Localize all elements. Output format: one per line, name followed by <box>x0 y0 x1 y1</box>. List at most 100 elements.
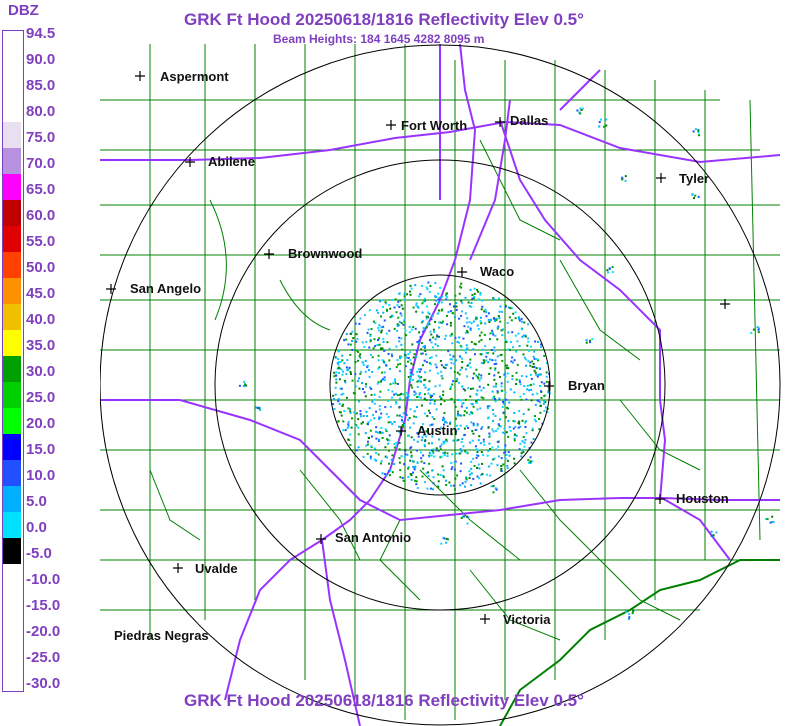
echo-cell <box>446 323 449 326</box>
echo-cell <box>442 536 445 539</box>
echo-cell <box>502 402 505 405</box>
echo-cell <box>495 487 498 490</box>
echo-cell <box>475 368 478 371</box>
echo-cell <box>439 448 442 451</box>
echo-cell <box>542 402 545 405</box>
echo-cell <box>503 427 506 430</box>
echo-cell <box>450 358 453 361</box>
echo-cell <box>482 362 485 365</box>
county-line <box>559 259 641 361</box>
echo-cell <box>428 462 431 465</box>
echo-cell <box>333 375 336 378</box>
echo-cell <box>456 439 459 442</box>
echo-cell <box>397 363 399 366</box>
echo-cell <box>492 458 495 461</box>
echo-cell <box>432 452 435 454</box>
echo-cell <box>425 472 428 475</box>
city-label: Brownwood <box>288 246 362 261</box>
echo-cell <box>379 462 382 465</box>
echo-cell <box>430 333 433 336</box>
city-cross-icon <box>457 267 467 277</box>
echo-cell <box>443 412 446 414</box>
echo-cell <box>520 317 523 320</box>
echo-cell <box>498 310 501 313</box>
echo-cell <box>522 392 525 395</box>
echo-cell <box>407 476 410 478</box>
echo-cell <box>255 406 258 409</box>
echo-cell <box>370 387 373 390</box>
echo-cell <box>481 305 484 308</box>
echo-cell <box>527 408 530 411</box>
echo-cell <box>464 485 466 488</box>
echo-cell <box>395 402 398 405</box>
echo-cell <box>529 384 532 387</box>
echo-cell <box>366 443 369 446</box>
echo-cell <box>603 125 606 128</box>
echo-cell <box>385 474 388 477</box>
echo-cell <box>455 452 458 455</box>
echo-cell <box>447 350 450 353</box>
echo-cell <box>382 311 385 314</box>
echo-cell <box>540 381 543 384</box>
echo-cell <box>539 411 542 414</box>
echo-cell <box>442 469 445 472</box>
echo-cell <box>465 321 468 324</box>
echo-cell <box>472 405 475 408</box>
echo-cell <box>528 389 531 392</box>
echo-cell <box>450 468 453 471</box>
echo-cell <box>420 352 423 355</box>
echo-cell <box>465 515 468 518</box>
echo-cell <box>369 333 372 336</box>
echo-cell <box>386 309 388 312</box>
echo-cell <box>421 428 424 431</box>
echo-cell <box>259 409 262 412</box>
echo-cell <box>431 488 434 491</box>
echo-cell <box>579 112 582 115</box>
echo-cell <box>347 421 350 423</box>
echo-cell <box>365 340 368 343</box>
echo-cell <box>470 305 473 308</box>
echo-cell <box>479 407 482 410</box>
echo-cell <box>468 476 471 479</box>
echo-cell <box>364 432 367 435</box>
echo-cell <box>369 335 372 338</box>
legend-label: 94.5 <box>26 25 56 42</box>
echo-cell <box>400 418 403 421</box>
echo-cell <box>477 377 480 380</box>
echo-cell <box>381 437 384 439</box>
echo-cell <box>359 353 362 356</box>
echo-cell <box>500 382 503 385</box>
echo-cell <box>362 364 365 366</box>
echo-cell <box>408 331 411 334</box>
echo-cell <box>510 341 512 343</box>
echo-cell <box>444 364 447 367</box>
echo-cell <box>452 380 455 383</box>
echo-cell <box>350 426 353 429</box>
echo-cell <box>373 338 376 341</box>
echo-cell <box>416 396 419 399</box>
echo-cell <box>415 349 418 352</box>
echo-cell <box>431 469 434 472</box>
legend-label: 20.0 <box>26 415 56 432</box>
echo-cell <box>404 365 407 368</box>
echo-cell <box>368 309 371 312</box>
echo-cell <box>514 425 517 428</box>
echo-cell <box>337 398 339 401</box>
echo-cell <box>502 431 505 434</box>
echo-cell <box>407 467 409 470</box>
echo-cell <box>498 376 501 378</box>
echo-cell <box>492 396 495 399</box>
echo-cell <box>539 404 542 407</box>
color-swatch <box>3 538 21 564</box>
echo-cell <box>393 306 396 309</box>
echo-cell <box>519 395 522 398</box>
echo-cell <box>437 292 440 295</box>
echo-cell <box>543 354 546 357</box>
echo-cell <box>488 358 491 361</box>
echo-cell <box>466 522 469 525</box>
echo-cell <box>368 375 371 378</box>
city-label: Waco <box>480 264 514 279</box>
echo-cell <box>446 314 448 317</box>
dbz-legend: DBZ 94.5 90.0 85.0 80.0 75.0 70.0 65.0 60.0 55.0… <box>0 0 100 726</box>
echo-cell <box>378 343 381 346</box>
